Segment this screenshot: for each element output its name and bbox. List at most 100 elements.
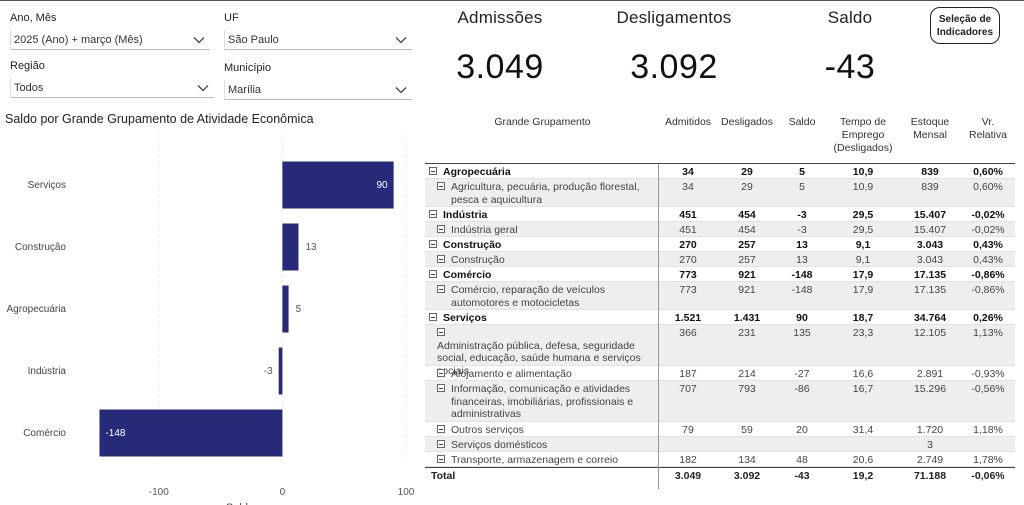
row-name: Transporte, armazenagem e correio: [437, 454, 652, 467]
row-name: Outros serviços: [437, 424, 652, 437]
kpi-balance-value: -43: [824, 48, 876, 86]
bar-2[interactable]: [282, 285, 289, 333]
table-group-row[interactable]: Indústria 451 454 -3 29,5 15.407 -0,02%: [425, 207, 1015, 222]
collapse-icon[interactable]: [437, 384, 445, 393]
header-relative[interactable]: Vr. Relativa: [969, 116, 1007, 141]
row-label: Comércio, reparação de veículos automoto…: [451, 284, 606, 309]
cell-admitted: 34: [682, 181, 694, 193]
collapse-icon[interactable]: [437, 285, 445, 294]
table-group-row[interactable]: Comércio 773 921 -148 17,9 17.135 -0,86%: [425, 267, 1015, 282]
cell-admitted: 451: [679, 224, 697, 236]
cell-dismissed: 29: [741, 166, 753, 178]
cell-dismissed: 257: [738, 254, 756, 266]
collapse-icon[interactable]: [437, 425, 445, 434]
cell-stock: 12.105: [913, 327, 947, 339]
cell-admitted: 366: [679, 327, 697, 339]
header-stock[interactable]: Estoque Mensal: [910, 116, 950, 141]
cell-dismissed: 454: [738, 224, 756, 236]
cell-relative: -0,93%: [971, 368, 1005, 380]
cell-dismissed: 29: [741, 181, 753, 193]
table-group-row[interactable]: Construção 270 257 13 9,1 3.043 0,43%: [425, 237, 1015, 252]
header-group[interactable]: Grande Grupamento: [494, 116, 591, 128]
collapse-icon[interactable]: [429, 270, 437, 279]
collapse-icon[interactable]: [437, 455, 445, 464]
row-name: Indústria geral: [437, 224, 652, 237]
table-row[interactable]: Informação, comunicação e atividades fin…: [425, 381, 1015, 422]
uf-dropdown[interactable]: São Paulo: [224, 30, 412, 50]
table-row[interactable]: Agricultura, pecuária, produção floresta…: [425, 179, 1015, 207]
table-row[interactable]: Comércio, reparação de veículos automoto…: [425, 282, 1015, 310]
top-border: [0, 0, 1024, 1]
cell-admitted: 270: [679, 254, 697, 266]
collapse-icon[interactable]: [429, 313, 437, 322]
bar-4[interactable]: [99, 409, 283, 457]
collapse-icon[interactable]: [437, 328, 445, 337]
row-name: Agricultura, pecuária, produção floresta…: [437, 181, 652, 206]
kpi-admissions: Admissões 3.049: [440, 8, 560, 87]
cell-admitted: 270: [679, 239, 697, 251]
chevron-down-icon: [394, 83, 408, 97]
collapse-icon[interactable]: [437, 369, 445, 378]
cell-admitted: 773: [679, 284, 697, 296]
table-row[interactable]: Construção 270 257 13 9,1 3.043 0,43%: [425, 252, 1015, 267]
header-admitted[interactable]: Admitidos: [664, 116, 712, 128]
table-row[interactable]: Outros serviços 79 59 20 31,4 1.720 1,18%: [425, 422, 1015, 437]
total-dismissed: 3.092: [733, 470, 761, 482]
cell-tenure: 29,5: [852, 224, 874, 236]
municipality-dropdown[interactable]: Marília: [224, 80, 412, 100]
table-row[interactable]: Indústria geral 451 454 -3 29,5 15.407 -0,02%: [425, 222, 1015, 237]
collapse-icon[interactable]: [429, 167, 437, 176]
row-name: Serviços: [429, 312, 644, 325]
year-month-dropdown[interactable]: 2025 (Ano) + março (Mês): [10, 30, 210, 50]
collapse-icon[interactable]: [437, 182, 445, 191]
header-dismissed[interactable]: Desligados: [721, 116, 773, 128]
table-group-row[interactable]: Serviços 1.521 1.431 90 18,7 34.764 0,26%: [425, 310, 1015, 325]
row-name: Indústria: [429, 209, 644, 222]
kpi-balance: Saldo -43: [800, 8, 900, 87]
total-relative: -0,06%: [971, 470, 1005, 482]
cell-stock: 3: [927, 439, 933, 451]
filter-uf: UF São Paulo: [224, 12, 412, 50]
cell-admitted: 1.521: [674, 312, 702, 324]
table-row[interactable]: Administração pública, defesa, seguridad…: [425, 325, 1015, 377]
cell-balance: -86: [794, 383, 810, 395]
bar-1[interactable]: [282, 223, 299, 271]
table-group-row[interactable]: Agropecuária 34 29 5 10,9 839 0,60%: [425, 164, 1015, 179]
cell-relative: -0,02%: [971, 224, 1005, 236]
cell-dismissed: 214: [738, 368, 756, 380]
row-label: Construção: [443, 239, 502, 251]
indicator-selection-button[interactable]: Seleção de Indicadores: [930, 7, 1000, 44]
total-admitted: 3.049: [674, 470, 702, 482]
header-balance[interactable]: Saldo: [788, 116, 816, 128]
collapse-icon[interactable]: [429, 210, 437, 219]
chevron-down-icon: [192, 33, 206, 47]
cell-dismissed: 134: [738, 454, 756, 466]
cell-stock: 839: [921, 181, 939, 193]
cell-dismissed: 1.431: [733, 312, 761, 324]
collapse-icon[interactable]: [437, 255, 445, 264]
collapse-icon[interactable]: [437, 440, 445, 449]
collapse-icon[interactable]: [437, 225, 445, 234]
cell-tenure: 10,9: [852, 181, 874, 193]
cell-admitted: 707: [679, 383, 697, 395]
cell-stock: 15.407: [913, 209, 947, 221]
region-dropdown[interactable]: Todos: [10, 78, 214, 98]
table-body: Agropecuária 34 29 5 10,9 839 0,60% Agricultura…: [425, 164, 1015, 467]
cell-stock: 17.135: [913, 269, 947, 281]
kpi-admissions-label: Admissões: [457, 8, 543, 27]
cell-admitted: 182: [679, 454, 697, 466]
cell-balance: 5: [799, 166, 805, 178]
municipality-value: Marília: [228, 83, 262, 96]
bar-0[interactable]: [282, 161, 394, 209]
table-row[interactable]: Serviços domésticos 3: [425, 437, 1015, 452]
table-row[interactable]: Alojamento e alimentação 187 214 -27 16,6 2.8…: [425, 366, 1015, 381]
row-label: Transporte, armazenagem e correio: [451, 454, 619, 466]
table-total-row: Total 3.049 3.092 -43 19,2 71.188 -0,06%: [425, 467, 1015, 484]
collapse-icon[interactable]: [429, 240, 437, 249]
row-label: Indústria: [443, 209, 488, 221]
bar-3[interactable]: [278, 347, 283, 395]
cell-relative: 0,60%: [973, 166, 1003, 178]
table-row[interactable]: Transporte, armazenagem e correio 182 134 4…: [425, 452, 1015, 467]
x-tick-label: -100: [149, 487, 169, 498]
header-tenure[interactable]: Tempo de Emprego (Desligados): [833, 116, 893, 154]
